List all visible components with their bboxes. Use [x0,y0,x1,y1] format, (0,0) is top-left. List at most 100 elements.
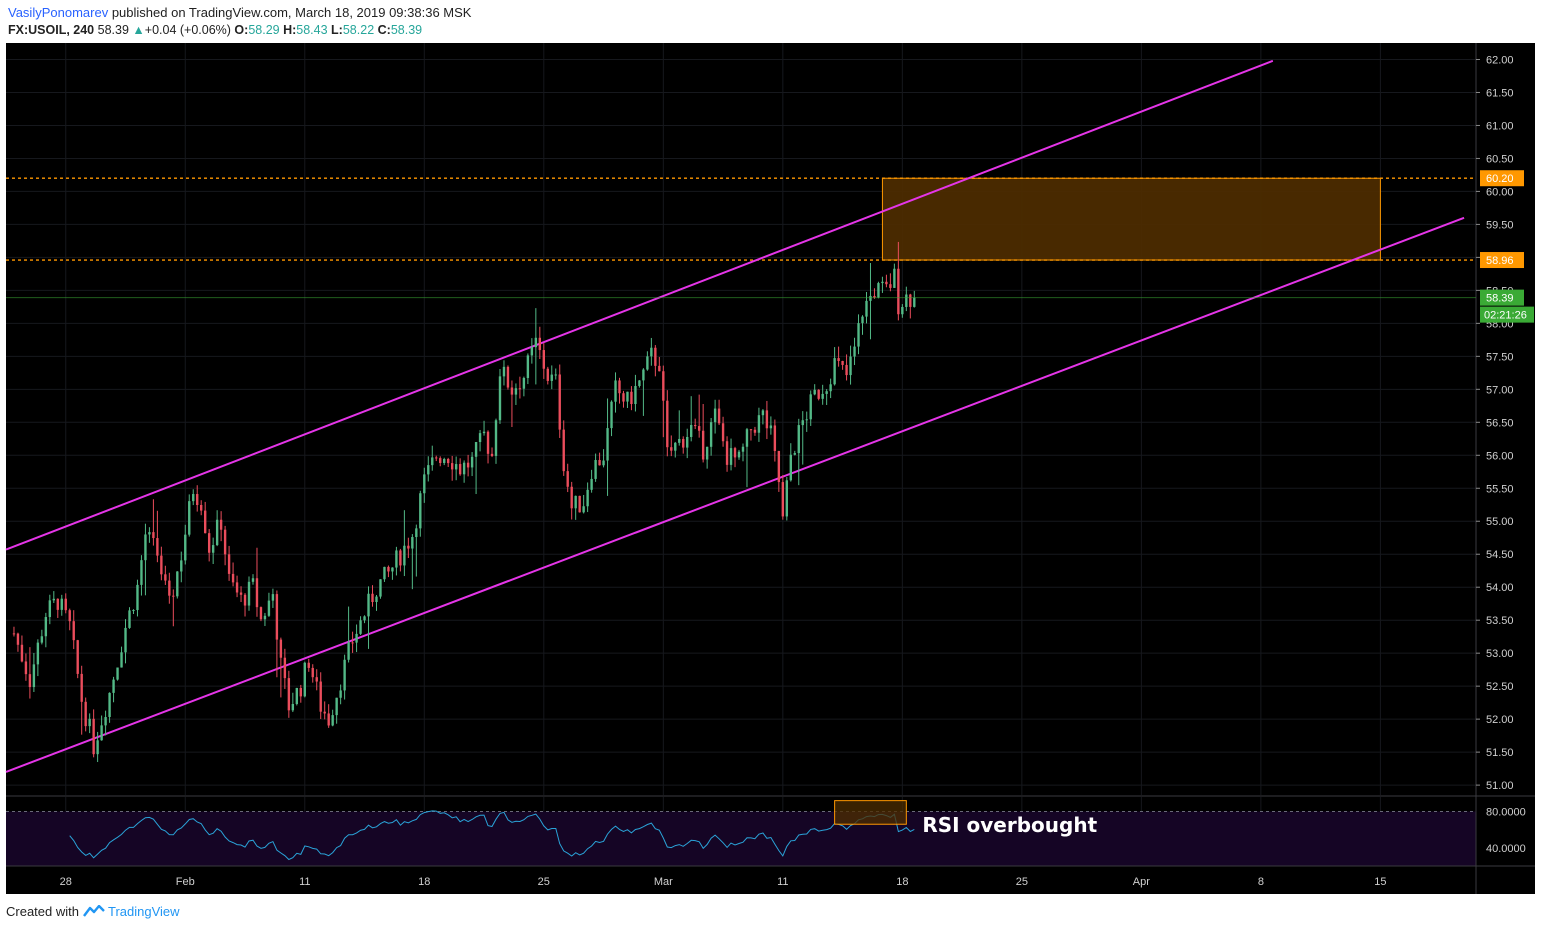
candle-body [136,584,139,611]
candle-body [674,442,677,451]
candle-body [494,420,498,456]
candle-body [331,715,334,726]
candle-body [562,429,565,472]
candle-body [431,457,434,466]
price-tick-label: 60.00 [1486,186,1514,198]
candle-body [686,436,689,448]
low-label: L: [331,23,343,37]
candle-body [243,594,247,606]
candle-body [773,425,777,451]
candle-body [80,673,83,702]
symbol-bar: FX:USOIL, 240 58.39 ▲+0.04 (+0.06%) O:58… [8,21,422,39]
candle-body [690,425,693,437]
candle-body [279,639,283,658]
candle-body [701,430,705,460]
author-link[interactable]: VasilyPonomarev [8,5,109,20]
candle-body [682,438,685,448]
symbol-interval[interactable]: FX:USOIL, 240 [8,23,95,37]
candle-body [454,464,458,470]
candle-body [853,346,856,357]
level-badge-label: 58.96 [1486,255,1514,267]
candle-body [873,295,876,298]
candle-body [116,667,119,680]
candle-body [761,410,765,416]
candle-body [172,595,175,597]
candle-body [490,453,494,456]
candle-body [287,678,291,711]
channel-upper-line [5,59,1274,551]
candle-body [160,555,163,575]
rsi-tick-label: 80.0000 [1486,807,1526,819]
candle-body [741,446,745,452]
candle-body [403,545,406,566]
candle-body [590,478,593,490]
candle-body [693,425,697,427]
candle-body [626,391,629,402]
candle-body [797,425,800,454]
candle-body [574,495,577,509]
candle-body [658,365,661,372]
candle-body [598,460,601,466]
published-text: published on TradingView.com, March 18, … [108,5,472,20]
candle-body [789,454,792,481]
price-tick-label: 56.00 [1486,450,1514,462]
candle-body [793,453,796,455]
price-tick-label: 56.50 [1486,417,1514,429]
time-tick-label: 11 [299,876,310,888]
candle-body [566,471,569,487]
candle-body [745,429,749,447]
candle-body [901,306,904,315]
tradingview-brand[interactable]: TradingView [108,904,180,919]
candle-body [215,519,219,546]
candle-body [478,433,482,443]
candle-body [538,337,542,351]
candle-body [211,545,215,553]
candle-body [108,692,111,718]
price-axis[interactable]: 62.0061.5061.0060.5060.0059.5059.0058.50… [6,43,1535,894]
candle-body [443,458,446,463]
candle-body [861,316,864,324]
candle-body [554,374,557,376]
candle-body [841,360,844,365]
price-tick-label: 54.00 [1486,582,1514,594]
time-tick-label: Mar [654,876,673,888]
candle-body [48,600,52,618]
candle-body [64,598,67,611]
candle-body [749,429,753,431]
candle-body [411,537,414,549]
candle-body [323,711,326,714]
candle-body [634,386,637,405]
candle-body [777,450,781,483]
candle-body [865,300,868,317]
candle-body [713,408,717,423]
candle-body [40,636,44,643]
candle-body [219,519,223,530]
price-tick-label: 61.00 [1486,120,1514,132]
candle-body [514,388,518,395]
candle-body [128,610,131,628]
candle-body [757,415,761,433]
price-tick-label: 55.00 [1486,516,1514,528]
candle-body [355,633,358,643]
candle-body [877,283,880,298]
horizontal-levels [6,177,1476,261]
candle-body [439,458,442,463]
candle-body [152,532,155,539]
candle-body [144,534,147,561]
candle-body [821,393,824,399]
candle-body [654,347,657,366]
candle-body [379,579,382,597]
candle-body [825,391,828,394]
candle-body [200,505,203,511]
candle-body [104,717,107,726]
tradingview-logo-icon [82,904,108,919]
candle-body [913,297,916,307]
rsi-tick-label: 40.0000 [1486,843,1526,855]
candle-body [188,501,191,535]
created-with-text: Created with [6,904,79,919]
time-axis[interactable]: 28 Feb 11 18 25 Mar 11 18 25 Apr 8 15 [6,865,1535,888]
last-price-label: 58.39 [1486,293,1514,305]
price-tick-label: 53.00 [1486,648,1514,660]
candle-body [112,679,115,693]
